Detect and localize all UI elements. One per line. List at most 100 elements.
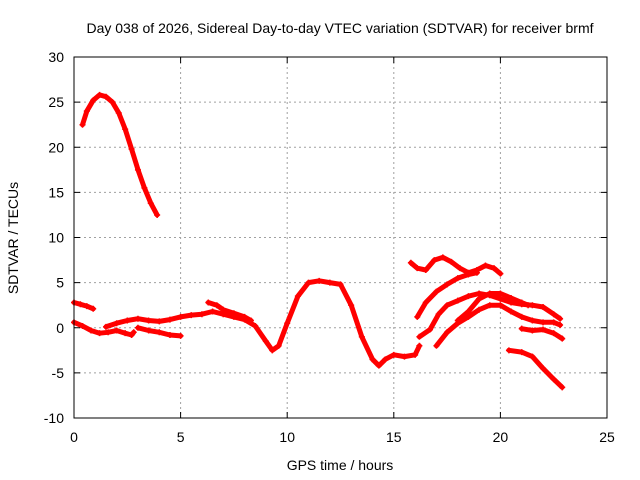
- data-point: [550, 376, 557, 383]
- data-point: [275, 342, 282, 349]
- data-point: [431, 257, 438, 264]
- data-point: [465, 308, 472, 315]
- data-point: [198, 311, 205, 318]
- data-point: [326, 279, 333, 286]
- x-tick-label: 15: [386, 429, 402, 445]
- y-tick-label: -5: [52, 365, 65, 381]
- data-point: [518, 349, 525, 356]
- data-point: [433, 288, 440, 295]
- data-point: [90, 305, 97, 312]
- data-point: [79, 121, 86, 128]
- series-arc-2: [71, 299, 97, 312]
- data-point: [113, 320, 120, 327]
- data-point: [401, 353, 408, 360]
- data-point: [486, 290, 493, 297]
- data-point: [115, 109, 122, 116]
- data-point: [550, 311, 557, 318]
- data-point: [416, 333, 423, 340]
- data-point: [529, 353, 536, 360]
- data-series: [71, 91, 566, 391]
- data-point: [90, 97, 97, 104]
- data-point: [105, 329, 112, 336]
- data-point: [465, 313, 472, 320]
- data-point: [337, 281, 344, 288]
- data-point: [508, 294, 515, 301]
- data-point: [422, 266, 429, 273]
- data-point: [247, 317, 254, 324]
- data-point: [422, 299, 429, 306]
- y-tick-label: 0: [56, 320, 64, 336]
- data-point: [213, 302, 220, 309]
- series-arc-11: [454, 290, 532, 324]
- grid-lines: [74, 57, 607, 418]
- x-tick-label: 0: [70, 429, 78, 445]
- data-point: [444, 329, 451, 336]
- data-point: [465, 271, 472, 278]
- y-tick-label: 15: [48, 184, 64, 200]
- series-arc-5: [134, 324, 184, 339]
- data-point: [465, 293, 472, 300]
- series-arc-6: [205, 299, 254, 324]
- data-point: [83, 303, 90, 310]
- data-point: [102, 323, 109, 330]
- data-point: [497, 295, 504, 302]
- data-point: [141, 184, 148, 191]
- data-point: [497, 290, 504, 297]
- data-point: [130, 329, 137, 336]
- data-point: [497, 302, 504, 309]
- data-point: [559, 335, 566, 342]
- data-point: [518, 299, 525, 306]
- data-point: [241, 313, 248, 320]
- data-point: [122, 126, 129, 133]
- data-point: [77, 301, 84, 308]
- x-tick-label: 25: [599, 429, 615, 445]
- data-point: [269, 347, 276, 354]
- data-point: [134, 324, 141, 331]
- y-tick-label: -10: [44, 410, 64, 426]
- x-axis-label: GPS time / hours: [287, 457, 394, 473]
- data-point: [557, 315, 564, 322]
- data-point: [109, 99, 116, 106]
- data-point: [414, 265, 421, 272]
- data-point: [557, 322, 564, 329]
- data-point: [559, 384, 566, 391]
- data-point: [454, 297, 461, 304]
- y-tick-label: 30: [48, 49, 64, 65]
- data-point: [134, 315, 141, 322]
- data-point: [382, 356, 389, 363]
- data-point: [145, 327, 152, 334]
- series-trace: [433, 302, 563, 349]
- data-point: [358, 333, 365, 340]
- data-point: [486, 302, 493, 309]
- series-arc-12: [518, 325, 566, 342]
- data-point: [412, 351, 419, 358]
- data-point: [252, 322, 259, 329]
- data-point: [154, 211, 161, 218]
- data-point: [96, 330, 103, 337]
- data-point: [529, 327, 536, 334]
- data-point: [444, 281, 451, 288]
- data-point: [508, 308, 515, 315]
- data-point: [88, 327, 95, 334]
- data-point: [122, 330, 129, 337]
- y-tick-label: 10: [48, 230, 64, 246]
- data-point: [375, 362, 382, 369]
- series-arc-9: [416, 290, 564, 340]
- series-arc-4: [102, 277, 423, 369]
- data-point: [134, 166, 141, 173]
- data-point: [177, 313, 184, 320]
- series-arc-3: [71, 319, 137, 338]
- data-point: [416, 342, 423, 349]
- data-point: [390, 351, 397, 358]
- series-arc-13: [505, 347, 566, 391]
- data-point: [156, 318, 163, 325]
- data-point: [177, 332, 184, 339]
- series-arc-1: [79, 91, 161, 218]
- data-point: [209, 308, 216, 315]
- data-point: [262, 338, 269, 345]
- series-arc-8: [414, 269, 480, 320]
- data-point: [476, 290, 483, 297]
- data-point: [294, 293, 301, 300]
- x-tick-label: 5: [177, 429, 185, 445]
